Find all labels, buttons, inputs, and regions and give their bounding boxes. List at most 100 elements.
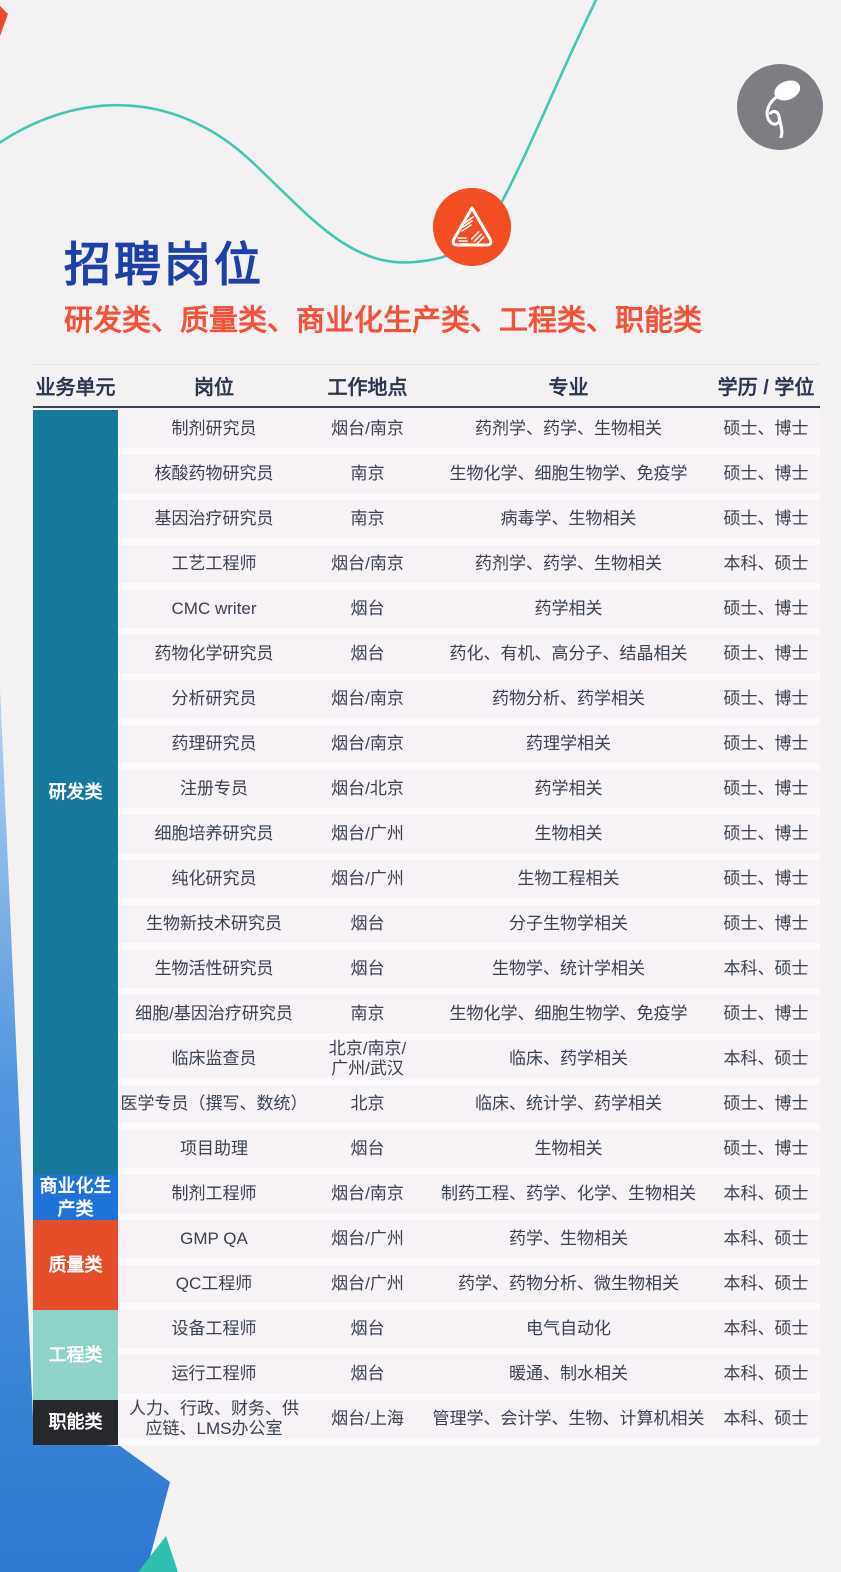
cell-major: 临床、药学相关: [425, 1040, 712, 1085]
cell-location: 烟台/南京: [310, 680, 425, 725]
cell-location: 烟台/广州: [310, 1265, 425, 1310]
cell-location: 烟台/广州: [310, 1220, 425, 1265]
cell-major: 药学、药物分析、微生物相关: [425, 1265, 712, 1310]
cell-major: 药剂学、药学、生物相关: [425, 410, 712, 455]
cell-major: 电气自动化: [425, 1310, 712, 1355]
cell-major: 生物化学、细胞生物学、免疫学: [425, 995, 712, 1040]
cell-position: 制剂研究员: [118, 410, 310, 455]
cell-major: 生物相关: [425, 815, 712, 860]
cell-degree: 本科、硕士: [712, 1175, 820, 1220]
jobs-table: 研发类 商业化生产类 质量类 工程类 职能类 制剂研究员 烟台/南京 药剂学、药学、生物相关硕…: [33, 410, 820, 1445]
cell-location: 烟台/南京: [310, 410, 425, 455]
cell-location: 烟台: [310, 1130, 425, 1175]
cell-location: 烟台/北京: [310, 770, 425, 815]
cell-position: 项目助理: [118, 1130, 310, 1175]
cell-degree: 硕士、博士: [712, 860, 820, 905]
cell-position: 生物活性研究员: [118, 950, 310, 995]
cell-major: 药学相关: [425, 770, 712, 815]
cell-location: 烟台: [310, 635, 425, 680]
cell-major: 药物分析、药学相关: [425, 680, 712, 725]
cell-position: 基因治疗研究员: [118, 500, 310, 545]
cell-major: 药学、生物相关: [425, 1220, 712, 1265]
cell-major: 药学相关: [425, 590, 712, 635]
table-header-row: 业务单元 岗位 工作地点 专业 学历 / 学位: [33, 364, 820, 408]
cell-degree: 本科、硕士: [712, 545, 820, 590]
cell-degree: 本科、硕士: [712, 1265, 820, 1310]
cell-degree: 硕士、博士: [712, 770, 820, 815]
cell-location: 烟台: [310, 905, 425, 950]
cell-position: GMP QA: [118, 1220, 310, 1265]
cell-degree: 硕士、博士: [712, 680, 820, 725]
cell-major: 病毒学、生物相关: [425, 500, 712, 545]
cell-major: 药理学相关: [425, 725, 712, 770]
cell-location: 烟台/南京: [310, 545, 425, 590]
cell-location: 烟台: [310, 950, 425, 995]
cell-major: 临床、统计学、药学相关: [425, 1085, 712, 1130]
category-block-3: 工程类: [33, 1310, 118, 1400]
page-subtitle: 研发类、质量类、商业化生产类、工程类、职能类: [64, 305, 703, 337]
cell-position: 医学专员（撰写、数统）: [118, 1085, 310, 1130]
cell-position: 制剂工程师: [118, 1175, 310, 1220]
cell-degree: 本科、硕士: [712, 950, 820, 995]
hands-badge: [433, 188, 511, 266]
cell-major: 药剂学、药学、生物相关: [425, 545, 712, 590]
cell-major: 生物学、统计学相关: [425, 950, 712, 995]
cell-position: 细胞培养研究员: [118, 815, 310, 860]
leaf-icon: [765, 80, 801, 138]
cell-major: 生物化学、细胞生物学、免疫学: [425, 455, 712, 500]
cell-degree: 硕士、博士: [712, 410, 820, 455]
cell-degree: 本科、硕士: [712, 1040, 820, 1085]
company-logo: [737, 64, 823, 150]
cell-degree: 本科、硕士: [712, 1400, 820, 1445]
cell-location: 烟台/上海: [310, 1400, 425, 1445]
cell-degree: 硕士、博士: [712, 1130, 820, 1175]
cell-position: 药物化学研究员: [118, 635, 310, 680]
cell-location: 烟台/广州: [310, 860, 425, 905]
cell-position: 纯化研究员: [118, 860, 310, 905]
cell-location: 北京/南京/ 广州/武汉: [310, 1039, 425, 1085]
cell-location: 烟台: [310, 1310, 425, 1355]
cell-position: 人力、行政、财务、供 应链、LMS办公室: [118, 1399, 310, 1445]
category-block-2: 质量类: [33, 1220, 118, 1310]
cell-degree: 硕士、博士: [712, 725, 820, 770]
corner-accent-shape: [0, 6, 8, 36]
column-header-4: 学历 / 学位: [717, 377, 815, 399]
cell-position: 运行工程师: [118, 1355, 310, 1400]
cell-major: 制药工程、药学、化学、生物相关: [425, 1175, 712, 1220]
cell-degree: 硕士、博士: [712, 455, 820, 500]
cell-major: 药化、有机、高分子、结晶相关: [425, 635, 712, 680]
cell-major: 生物工程相关: [425, 860, 712, 905]
cell-location: 烟台/南京: [310, 1175, 425, 1220]
cell-degree: 硕士、博士: [712, 815, 820, 860]
cell-degree: 硕士、博士: [712, 635, 820, 680]
column-header-2: 工作地点: [327, 377, 408, 399]
cell-position: 设备工程师: [118, 1310, 310, 1355]
cell-location: 北京: [310, 1085, 425, 1130]
cell-location: 烟台: [310, 1355, 425, 1400]
cell-degree: 硕士、博士: [712, 905, 820, 950]
cell-degree: 本科、硕士: [712, 1355, 820, 1400]
cell-location: 南京: [310, 995, 425, 1040]
column-header-3: 专业: [548, 377, 589, 399]
three-hands-icon: [451, 206, 493, 247]
teal-triangle-shape: [138, 1536, 178, 1572]
cell-position: 分析研究员: [118, 680, 310, 725]
cell-position: 核酸药物研究员: [118, 455, 310, 500]
cell-location: 烟台/广州: [310, 815, 425, 860]
cell-major: 分子生物学相关: [425, 905, 712, 950]
cell-location: 烟台: [310, 590, 425, 635]
cell-position: 生物新技术研究员: [118, 905, 310, 950]
cell-degree: 硕士、博士: [712, 500, 820, 545]
page-title: 招聘岗位: [64, 238, 264, 291]
cell-degree: 硕士、博士: [712, 1085, 820, 1130]
cell-location: 南京: [310, 455, 425, 500]
cell-major: 暖通、制水相关: [425, 1355, 712, 1400]
cell-degree: 硕士、博士: [712, 995, 820, 1040]
cell-position: 工艺工程师: [118, 545, 310, 590]
category-block-1: 商业化生产类: [33, 1175, 118, 1220]
cell-location: 烟台/南京: [310, 725, 425, 770]
cell-position: 药理研究员: [118, 725, 310, 770]
cell-position: 注册专员: [118, 770, 310, 815]
